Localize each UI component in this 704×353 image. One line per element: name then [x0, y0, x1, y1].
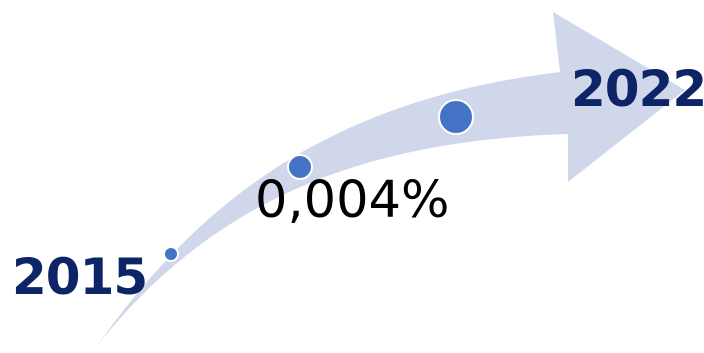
curved-arrow	[97, 12, 685, 346]
milestone-dot-small	[163, 246, 179, 262]
milestone-dot-large	[438, 99, 474, 135]
end-year-label: 2022	[571, 60, 704, 118]
start-year-label: 2015	[12, 248, 148, 306]
milestone-dot-medium	[287, 154, 313, 180]
percentage-value: 0,004%	[255, 171, 450, 230]
